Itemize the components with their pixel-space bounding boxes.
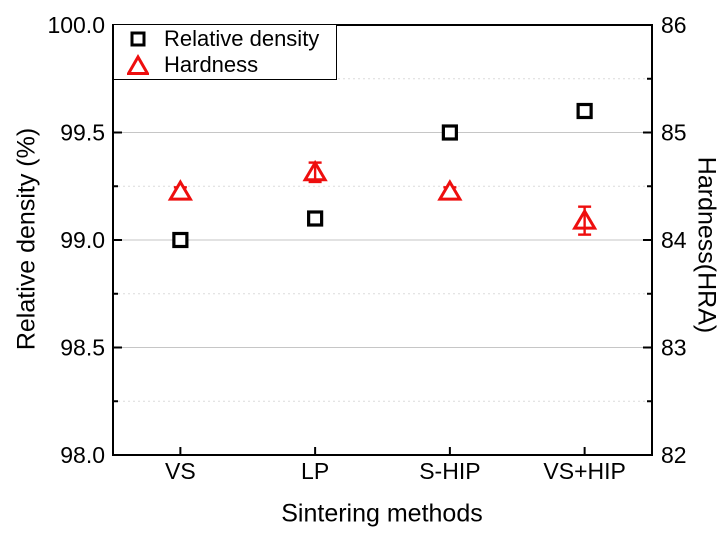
x-axis-title: Sintering methods xyxy=(281,499,483,528)
legend-item-relative-density: Relative density xyxy=(127,28,336,50)
y-left-tick-label: 98.0 xyxy=(60,442,105,468)
legend-item-hardness: Hardness xyxy=(127,51,336,77)
left-axis-title: Relative density (%) xyxy=(12,127,41,351)
data-point-triangle xyxy=(167,179,193,201)
y-right-tick-label: 86 xyxy=(661,12,687,38)
x-tick-label: LP xyxy=(301,458,329,484)
legend-label-relative-density: Relative density xyxy=(164,26,320,52)
legend-square-glyph xyxy=(130,31,146,47)
data-point-square xyxy=(441,124,458,141)
data-point-square xyxy=(307,210,324,227)
data-point-square xyxy=(576,102,593,120)
y-right-tick-label: 82 xyxy=(661,442,687,468)
legend-triangle-glyph xyxy=(127,53,149,75)
x-tick-label: VS xyxy=(165,458,196,484)
y-left-tick-label: 98.5 xyxy=(60,335,105,361)
x-tick-label: S-HIP xyxy=(419,458,480,484)
data-point-triangle xyxy=(437,179,463,201)
y-right-tick-label: 83 xyxy=(661,335,687,361)
triangle-marker-icon xyxy=(127,53,149,75)
y-left-tick-label: 99.5 xyxy=(60,120,105,146)
right-axis-title: Hardness(HRA) xyxy=(692,156,721,334)
x-tick-label: VS+HIP xyxy=(543,458,625,484)
legend-label-hardness: Hardness xyxy=(164,51,259,77)
data-point-square xyxy=(172,231,189,249)
y-right-tick-label: 85 xyxy=(661,120,687,146)
square-marker-icon xyxy=(130,31,146,47)
y-right-tick-label: 84 xyxy=(661,227,687,253)
y-left-tick-label: 100.0 xyxy=(47,12,105,38)
y-left-tick-label: 99.0 xyxy=(60,227,105,253)
legend: Relative density Hardness xyxy=(113,24,337,80)
